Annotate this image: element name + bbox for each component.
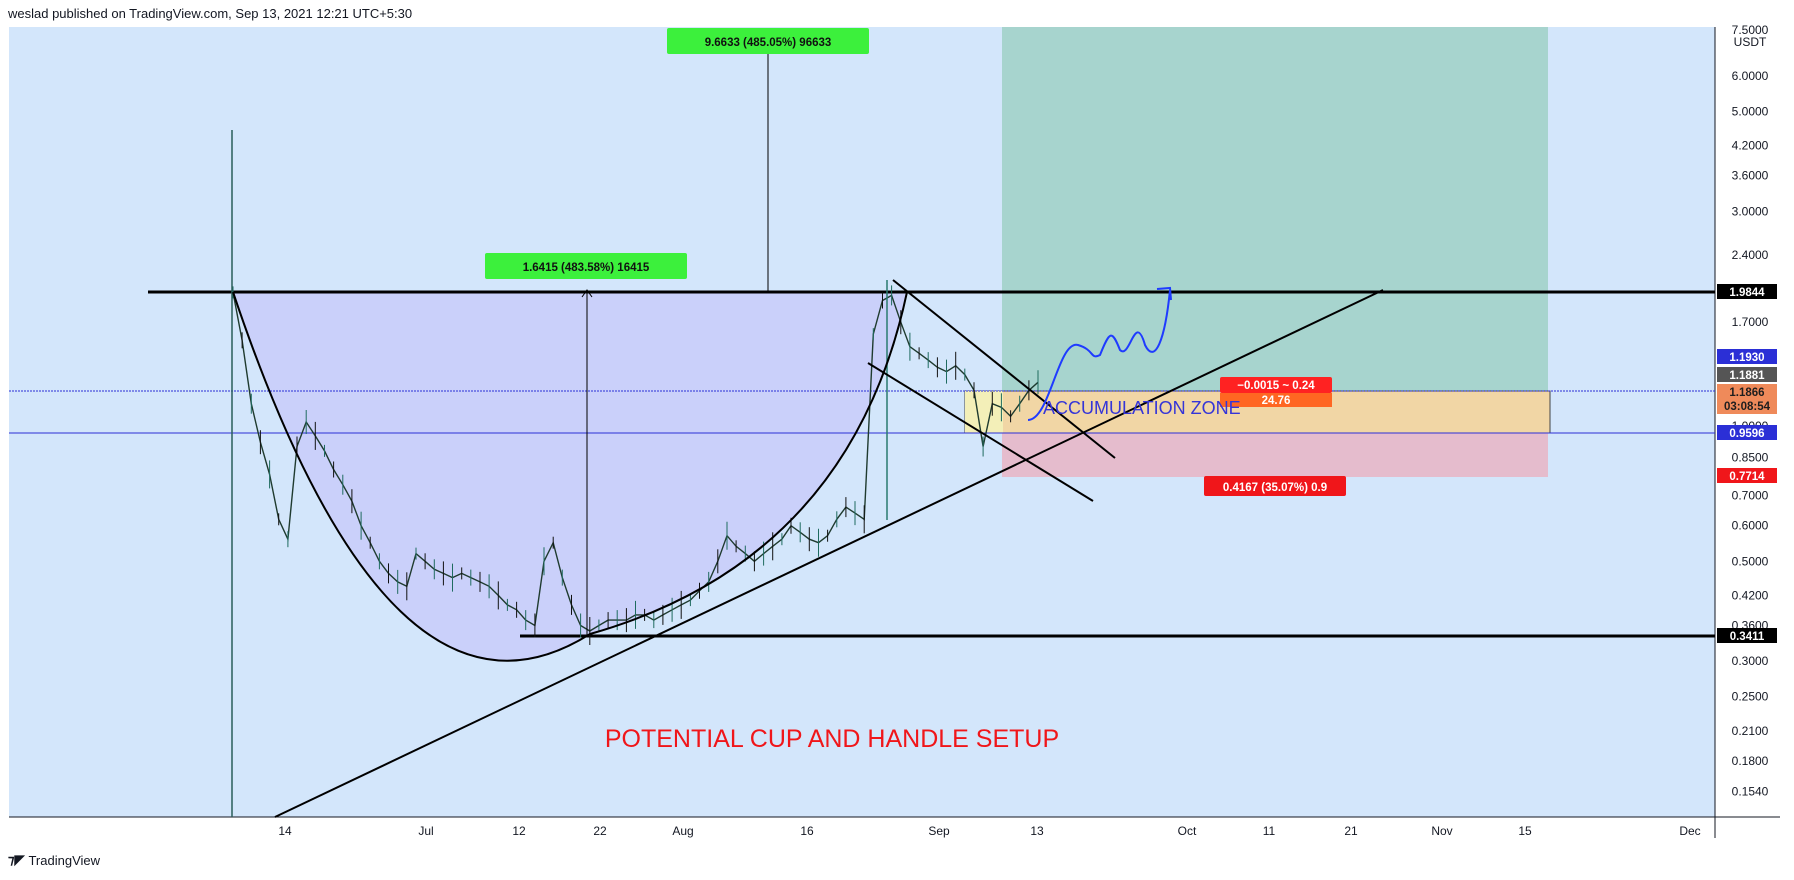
x-tick-label: Dec (1679, 824, 1700, 838)
y-tick-label: 0.4200 (1732, 588, 1769, 602)
projected-arrow-head (1156, 286, 1172, 301)
x-tick-label: Sep (928, 824, 950, 838)
chart-header: weslad published on TradingView.com, Sep… (8, 6, 412, 21)
target-zone[interactable] (1002, 27, 1548, 391)
measure-label-1[interactable]: 9.6633 (485.05%) 96633 (667, 28, 869, 54)
tradingview-logo-icon: ⁊◤ (8, 852, 25, 867)
y-tick-label: 0.6000 (1732, 519, 1769, 533)
y-tick-label: 1.7000 (1732, 315, 1769, 329)
y-tick-label: 5.0000 (1732, 104, 1769, 118)
accumulation-zone-label: ACCUMULATION ZONE (1043, 398, 1241, 418)
svg-text:0.3411: 0.3411 (1730, 631, 1765, 643)
x-tick-label: 15 (1518, 824, 1532, 838)
x-tick-label: 13 (1030, 824, 1044, 838)
footer-text: TradingView (28, 852, 101, 868)
svg-text:03:08:54: 03:08:54 (1724, 401, 1771, 413)
x-tick-label: 11 (1263, 824, 1276, 838)
y-unit-label: USDT (1734, 35, 1767, 49)
cup-shading (233, 292, 907, 661)
price-tag: 1.1866 03:08:54 (1717, 384, 1777, 414)
x-tick-label: Jul (418, 824, 433, 838)
footer: ⁊◤ TradingView (8, 852, 100, 868)
measure-arrow (581, 289, 593, 298)
y-tick-label: 3.6000 (1732, 169, 1769, 183)
svg-text:−0.0015 ~ 0.24: −0.0015 ~ 0.24 (1237, 380, 1315, 392)
y-tick-label: 4.2000 (1732, 139, 1769, 153)
cup-curve[interactable] (232, 291, 908, 662)
svg-text:0.7714: 0.7714 (1729, 471, 1765, 483)
y-tick-label: 0.1800 (1732, 754, 1769, 768)
price-tag: 0.7714 (1717, 468, 1777, 483)
svg-text:1.1930: 1.1930 (1729, 352, 1764, 364)
stop-label[interactable]: 0.4167 (35.07%) 0.9 (1204, 476, 1346, 496)
x-tick-label: Nov (1431, 824, 1452, 838)
y-tick-label: 7.5000 (1732, 23, 1769, 37)
stop-zone[interactable] (1002, 433, 1548, 477)
price-tag: 1.9844 (1717, 284, 1777, 299)
y-tick-label: 0.8500 (1732, 451, 1769, 465)
x-tick-label: 12 (512, 824, 526, 838)
y-tick-label: 0.7000 (1732, 489, 1769, 503)
svg-text:9.6633 (485.05%) 96633: 9.6633 (485.05%) 96633 (705, 37, 832, 49)
y-tick-label: 0.5000 (1732, 554, 1769, 568)
y-tick-label: 2.4000 (1732, 248, 1769, 262)
chart-title: POTENTIAL CUP AND HANDLE SETUP (605, 725, 1059, 753)
y-tick-label: 0.1540 (1732, 784, 1769, 798)
header-text: weslad published on TradingView.com, Sep… (8, 6, 413, 21)
x-tick-label: 21 (1344, 824, 1358, 838)
y-tick-label: 6.0000 (1732, 69, 1769, 83)
y-tick-label: 0.2100 (1732, 724, 1769, 738)
svg-text:1.6415 (483.58%) 16415: 1.6415 (483.58%) 16415 (523, 262, 650, 274)
svg-text:0.4167 (35.07%) 0.9: 0.4167 (35.07%) 0.9 (1223, 482, 1327, 494)
x-tick-label: 14 (278, 824, 292, 838)
position-label[interactable]: −0.0015 ~ 0.24 24.76 (1220, 377, 1332, 407)
y-tick-label: 0.2500 (1732, 690, 1769, 704)
handle-lower-line[interactable] (867, 362, 1094, 502)
x-tick-label: Aug (672, 824, 693, 838)
svg-text:1.9844: 1.9844 (1729, 287, 1765, 299)
projected-path[interactable] (1027, 289, 1171, 421)
uptrend-line[interactable] (274, 289, 1384, 818)
x-tick-label: Oct (1178, 824, 1197, 838)
price-tag: 0.3411 (1717, 628, 1777, 643)
y-tick-label: 0.3000 (1732, 654, 1769, 668)
x-tick-label: 16 (800, 824, 814, 838)
svg-text:24.76: 24.76 (1262, 395, 1291, 407)
svg-text:1.1866: 1.1866 (1729, 387, 1764, 399)
svg-text:1.1881: 1.1881 (1729, 370, 1765, 382)
measure-label-2[interactable]: 1.6415 (483.58%) 16415 (485, 253, 687, 279)
handle-upper-line[interactable] (892, 279, 1116, 459)
price-tag: 1.1930 (1717, 349, 1777, 364)
svg-text:0.9596: 0.9596 (1729, 428, 1764, 440)
price-tag: 1.1881 (1717, 367, 1777, 382)
price-tag: 0.9596 (1717, 425, 1777, 440)
x-tick-label: 22 (593, 824, 607, 838)
y-tick-label: 3.0000 (1732, 204, 1769, 218)
